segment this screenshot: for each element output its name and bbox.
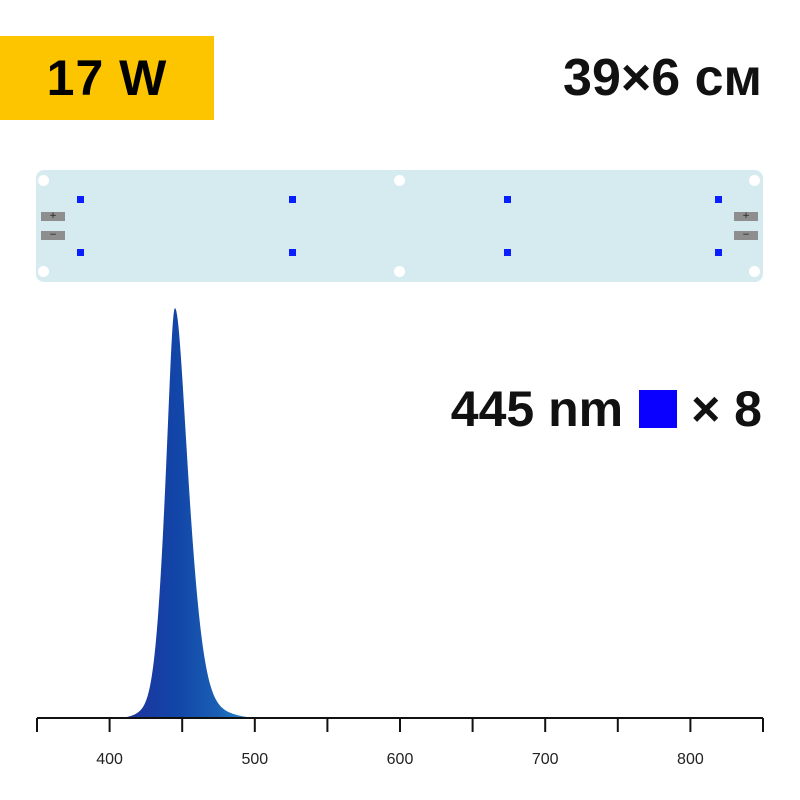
led-board: + − + − — [36, 170, 763, 282]
led-spec-label: 445 nm × 8 — [451, 380, 762, 438]
mounting-hole — [394, 266, 405, 277]
x-tick-label: 700 — [532, 751, 559, 768]
led-count-label: × 8 — [691, 381, 762, 437]
x-tick-label: 400 — [96, 751, 123, 768]
led — [289, 196, 296, 203]
color-swatch — [639, 390, 678, 428]
mounting-hole — [38, 266, 49, 277]
led — [504, 196, 511, 203]
terminal-minus-right: − — [734, 231, 758, 240]
mounting-hole — [749, 175, 760, 186]
terminal-minus-left: − — [41, 231, 65, 240]
power-label: 17 W — [46, 50, 168, 106]
x-tick-label: 800 — [677, 751, 704, 768]
spectrum-peak — [116, 308, 252, 718]
mounting-hole — [749, 266, 760, 277]
led — [77, 249, 84, 256]
mounting-hole — [394, 175, 405, 186]
mounting-hole — [38, 175, 49, 186]
led — [504, 249, 511, 256]
led — [77, 196, 84, 203]
terminal-plus-right: + — [734, 212, 758, 221]
wavelength-label: 445 nm — [450, 381, 624, 437]
x-tick-label: 600 — [387, 751, 414, 768]
led — [289, 249, 296, 256]
power-badge: 17 W — [0, 36, 214, 120]
led — [715, 249, 722, 256]
dimensions-label: 39×6 см — [563, 49, 762, 107]
x-tick-label: 500 — [241, 751, 268, 768]
terminal-plus-left: + — [41, 212, 65, 221]
spectrum-chart: 400 500 600 700 800 — [36, 308, 764, 768]
led — [715, 196, 722, 203]
